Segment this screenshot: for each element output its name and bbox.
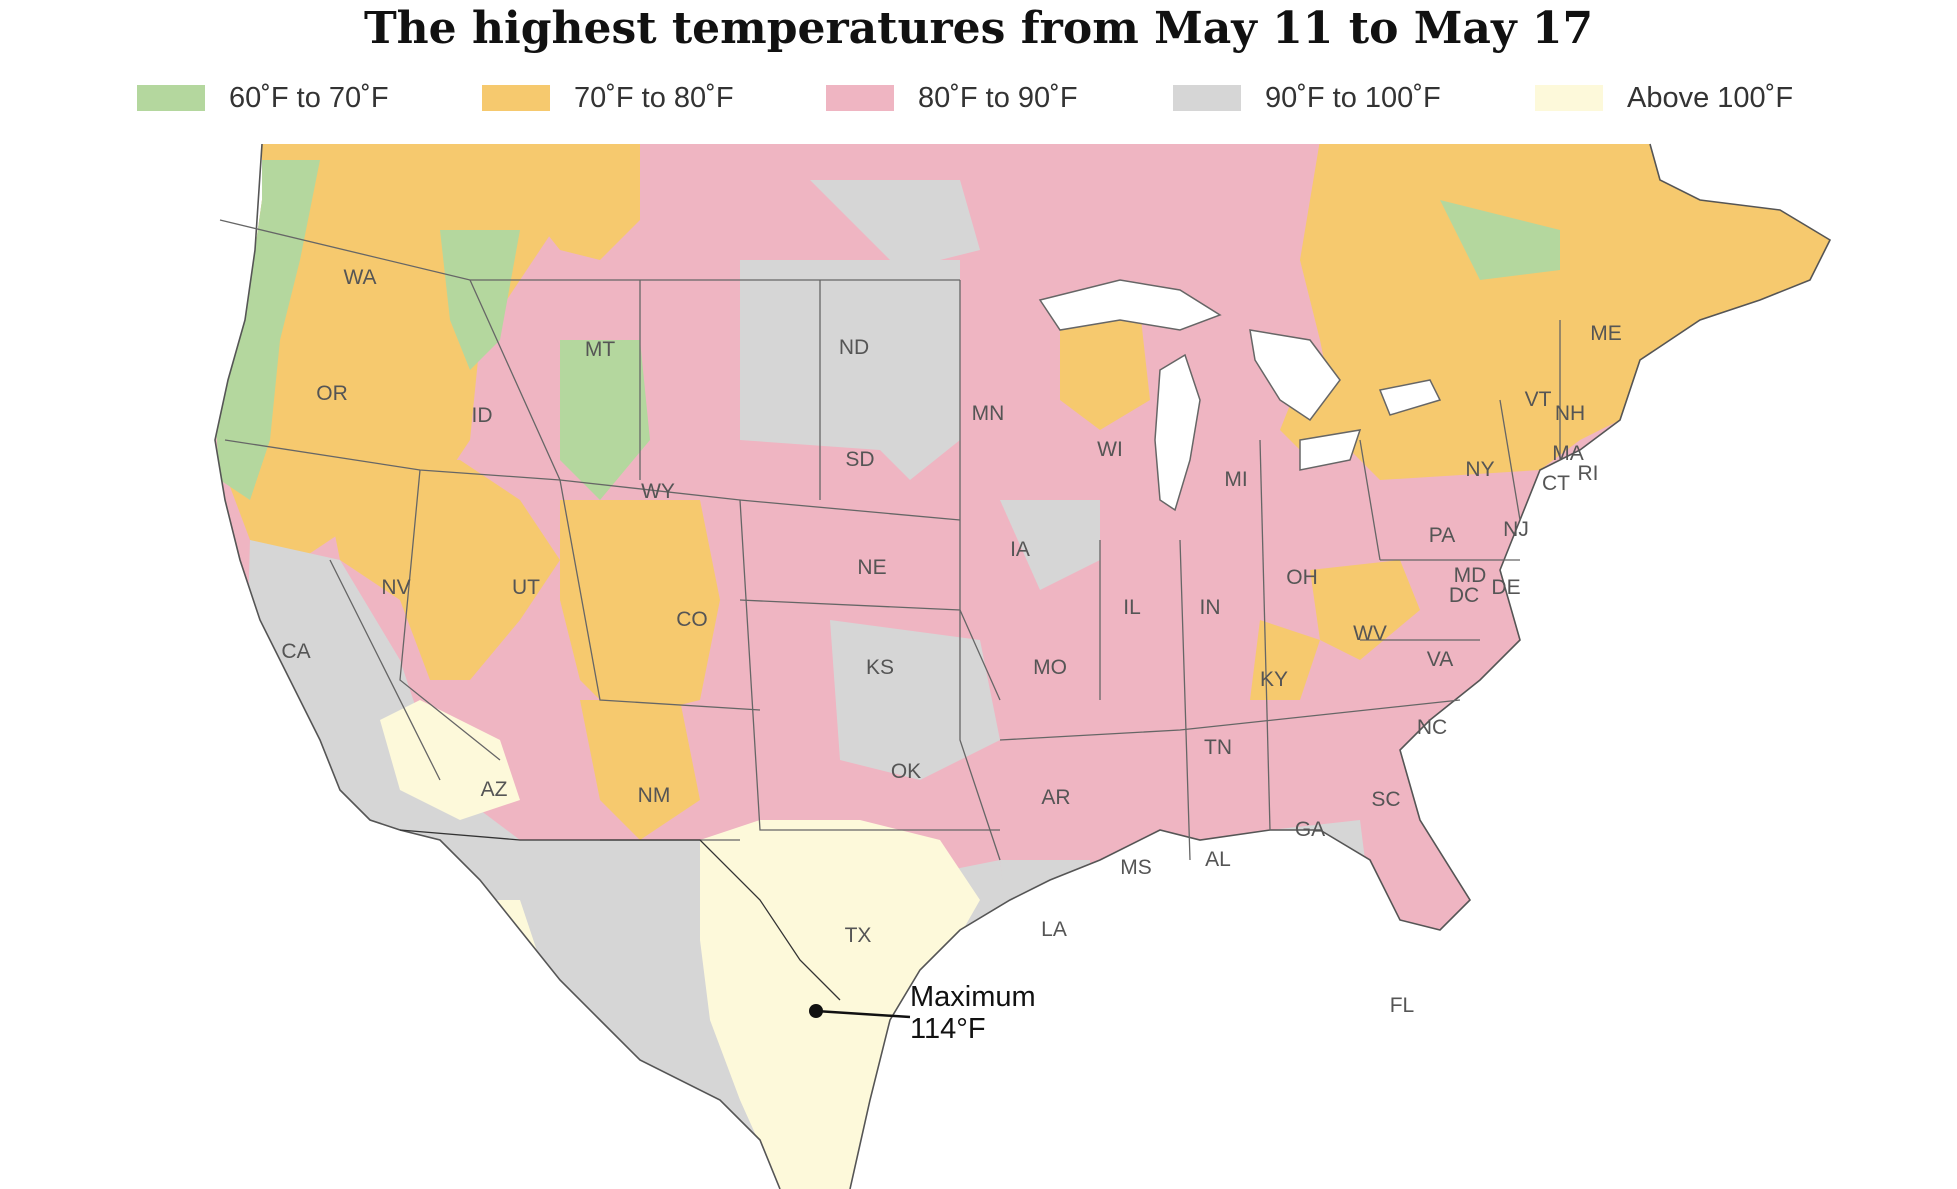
- state-label-co: CO: [676, 608, 708, 631]
- state-label-wy: WY: [641, 480, 675, 503]
- state-label-ok: OK: [891, 760, 921, 783]
- state-label-ma: MA: [1552, 442, 1584, 465]
- state-label-az: AZ: [481, 778, 508, 801]
- state-label-me: ME: [1590, 322, 1622, 345]
- zone-90-100-missouri: [1000, 500, 1100, 590]
- state-label-pa: PA: [1429, 524, 1455, 547]
- legend-item: 80˚F to 90˚F: [826, 78, 1078, 118]
- zone-70-80-wisconsin: [1060, 310, 1150, 430]
- legend-label: 90˚F to 100˚F: [1265, 81, 1441, 114]
- state-label-oh: OH: [1286, 566, 1318, 589]
- zone-70-80-kentucky: [1250, 620, 1320, 700]
- state-label-mo: MO: [1033, 656, 1067, 679]
- zone-90-100-north: [810, 180, 980, 270]
- lake-ontario: [1378, 379, 1442, 416]
- legend-swatch-80-90: [826, 85, 894, 111]
- lake-erie: [1299, 429, 1362, 471]
- legend-item: 90˚F to 100˚F: [1173, 78, 1441, 118]
- maximum-marker: [809, 1004, 823, 1018]
- state-label-ga: GA: [1295, 818, 1325, 841]
- legend-item: 60˚F to 70˚F: [137, 78, 389, 118]
- state-label-nd: ND: [839, 336, 869, 359]
- state-label-de: DE: [1491, 576, 1520, 599]
- state-labels: WA OR ID MT WY NV UT CO CA AZ NM ND SD N…: [281, 266, 1621, 1017]
- state-label-in: IN: [1200, 596, 1221, 619]
- state-label-ne: NE: [857, 556, 886, 579]
- legend-item: Above 100˚F: [1535, 78, 1793, 118]
- state-borders: [219, 219, 1561, 861]
- state-label-va: VA: [1427, 648, 1453, 671]
- state-label-tx: TX: [845, 924, 872, 947]
- state-label-nv: NV: [381, 576, 410, 599]
- zone-above-100-texas: [700, 820, 980, 1189]
- temperature-map: WA OR ID MT WY NV UT CO CA AZ NM ND SD N…: [0, 140, 1957, 1189]
- state-label-dc: DC: [1449, 584, 1479, 607]
- zone-60-70-wyoming: [560, 340, 650, 500]
- state-label-ut: UT: [512, 576, 540, 599]
- annotation-maximum-label: Maximum: [910, 981, 1036, 1013]
- zone-70-80-new-mexico: [580, 700, 700, 840]
- state-label-sc: SC: [1371, 788, 1400, 811]
- state-label-nj: NJ: [1503, 518, 1529, 541]
- state-label-ny: NY: [1465, 458, 1494, 481]
- state-label-mi: MI: [1224, 468, 1247, 491]
- east-coastline: [849, 143, 1832, 1189]
- west-coastline: [214, 143, 781, 1189]
- state-label-ky: KY: [1260, 668, 1288, 691]
- state-label-mt: MT: [585, 338, 615, 361]
- state-label-la: LA: [1041, 918, 1067, 941]
- state-label-tn: TN: [1204, 736, 1232, 759]
- state-label-or: OR: [316, 382, 348, 405]
- state-label-ri: RI: [1578, 462, 1599, 485]
- annotation-maximum-value: 114°F: [910, 1013, 986, 1045]
- state-label-ks: KS: [866, 656, 894, 679]
- legend-item: 70˚F to 80˚F: [482, 78, 734, 118]
- legend-swatch-90-100: [1173, 85, 1241, 111]
- state-label-wi: WI: [1097, 438, 1123, 461]
- annotation-leader-line: [815, 1009, 911, 1019]
- state-label-md: MD: [1454, 564, 1487, 587]
- state-label-wv: WV: [1353, 622, 1387, 645]
- state-label-ct: CT: [1542, 472, 1570, 495]
- zone-70-80-appalachia: [1310, 560, 1420, 660]
- state-label-ar: AR: [1041, 786, 1070, 809]
- lake-huron: [1249, 329, 1341, 422]
- map-title: The highest temperatures from May 11 to …: [363, 3, 1594, 54]
- state-label-nh: NH: [1555, 402, 1585, 425]
- state-label-ms: MS: [1120, 856, 1152, 879]
- state-label-al: AL: [1205, 848, 1231, 871]
- mexico-border: [399, 829, 841, 1001]
- zone-70-80-montana: [520, 144, 640, 260]
- lake-michigan: [1154, 353, 1201, 512]
- zone-90-100-oklahoma: [830, 620, 1000, 780]
- zone-60-70-idaho: [440, 230, 520, 370]
- legend-swatch-60-70: [137, 85, 205, 111]
- legend-swatch-above-100: [1535, 85, 1603, 111]
- state-label-mn: MN: [972, 402, 1005, 425]
- state-label-ia: IA: [1010, 538, 1030, 561]
- lake-superior: [1038, 279, 1222, 331]
- state-label-nm: NM: [638, 784, 671, 807]
- state-label-id: ID: [472, 404, 493, 427]
- legend: 60˚F to 70˚F 70˚F to 80˚F 80˚F to 90˚F 9…: [0, 78, 1957, 118]
- zone-70-80-rockies: [560, 500, 720, 720]
- legend-label: 80˚F to 90˚F: [918, 81, 1078, 114]
- state-label-nc: NC: [1417, 716, 1447, 739]
- zone-90-100-dakotas: [740, 260, 960, 480]
- legend-label: 60˚F to 70˚F: [229, 81, 389, 114]
- legend-label: 70˚F to 80˚F: [574, 81, 734, 114]
- state-label-wa: WA: [343, 266, 376, 289]
- state-label-il: IL: [1123, 596, 1141, 619]
- zone-70-80-great-basin: [320, 460, 560, 680]
- legend-label: Above 100˚F: [1627, 81, 1794, 114]
- zone-60-70-quebec: [1440, 200, 1560, 280]
- state-label-vt: VT: [1525, 388, 1552, 411]
- state-label-ca: CA: [281, 640, 310, 663]
- state-label-fl: FL: [1390, 994, 1415, 1017]
- state-label-sd: SD: [845, 448, 874, 471]
- legend-swatch-70-80: [482, 85, 550, 111]
